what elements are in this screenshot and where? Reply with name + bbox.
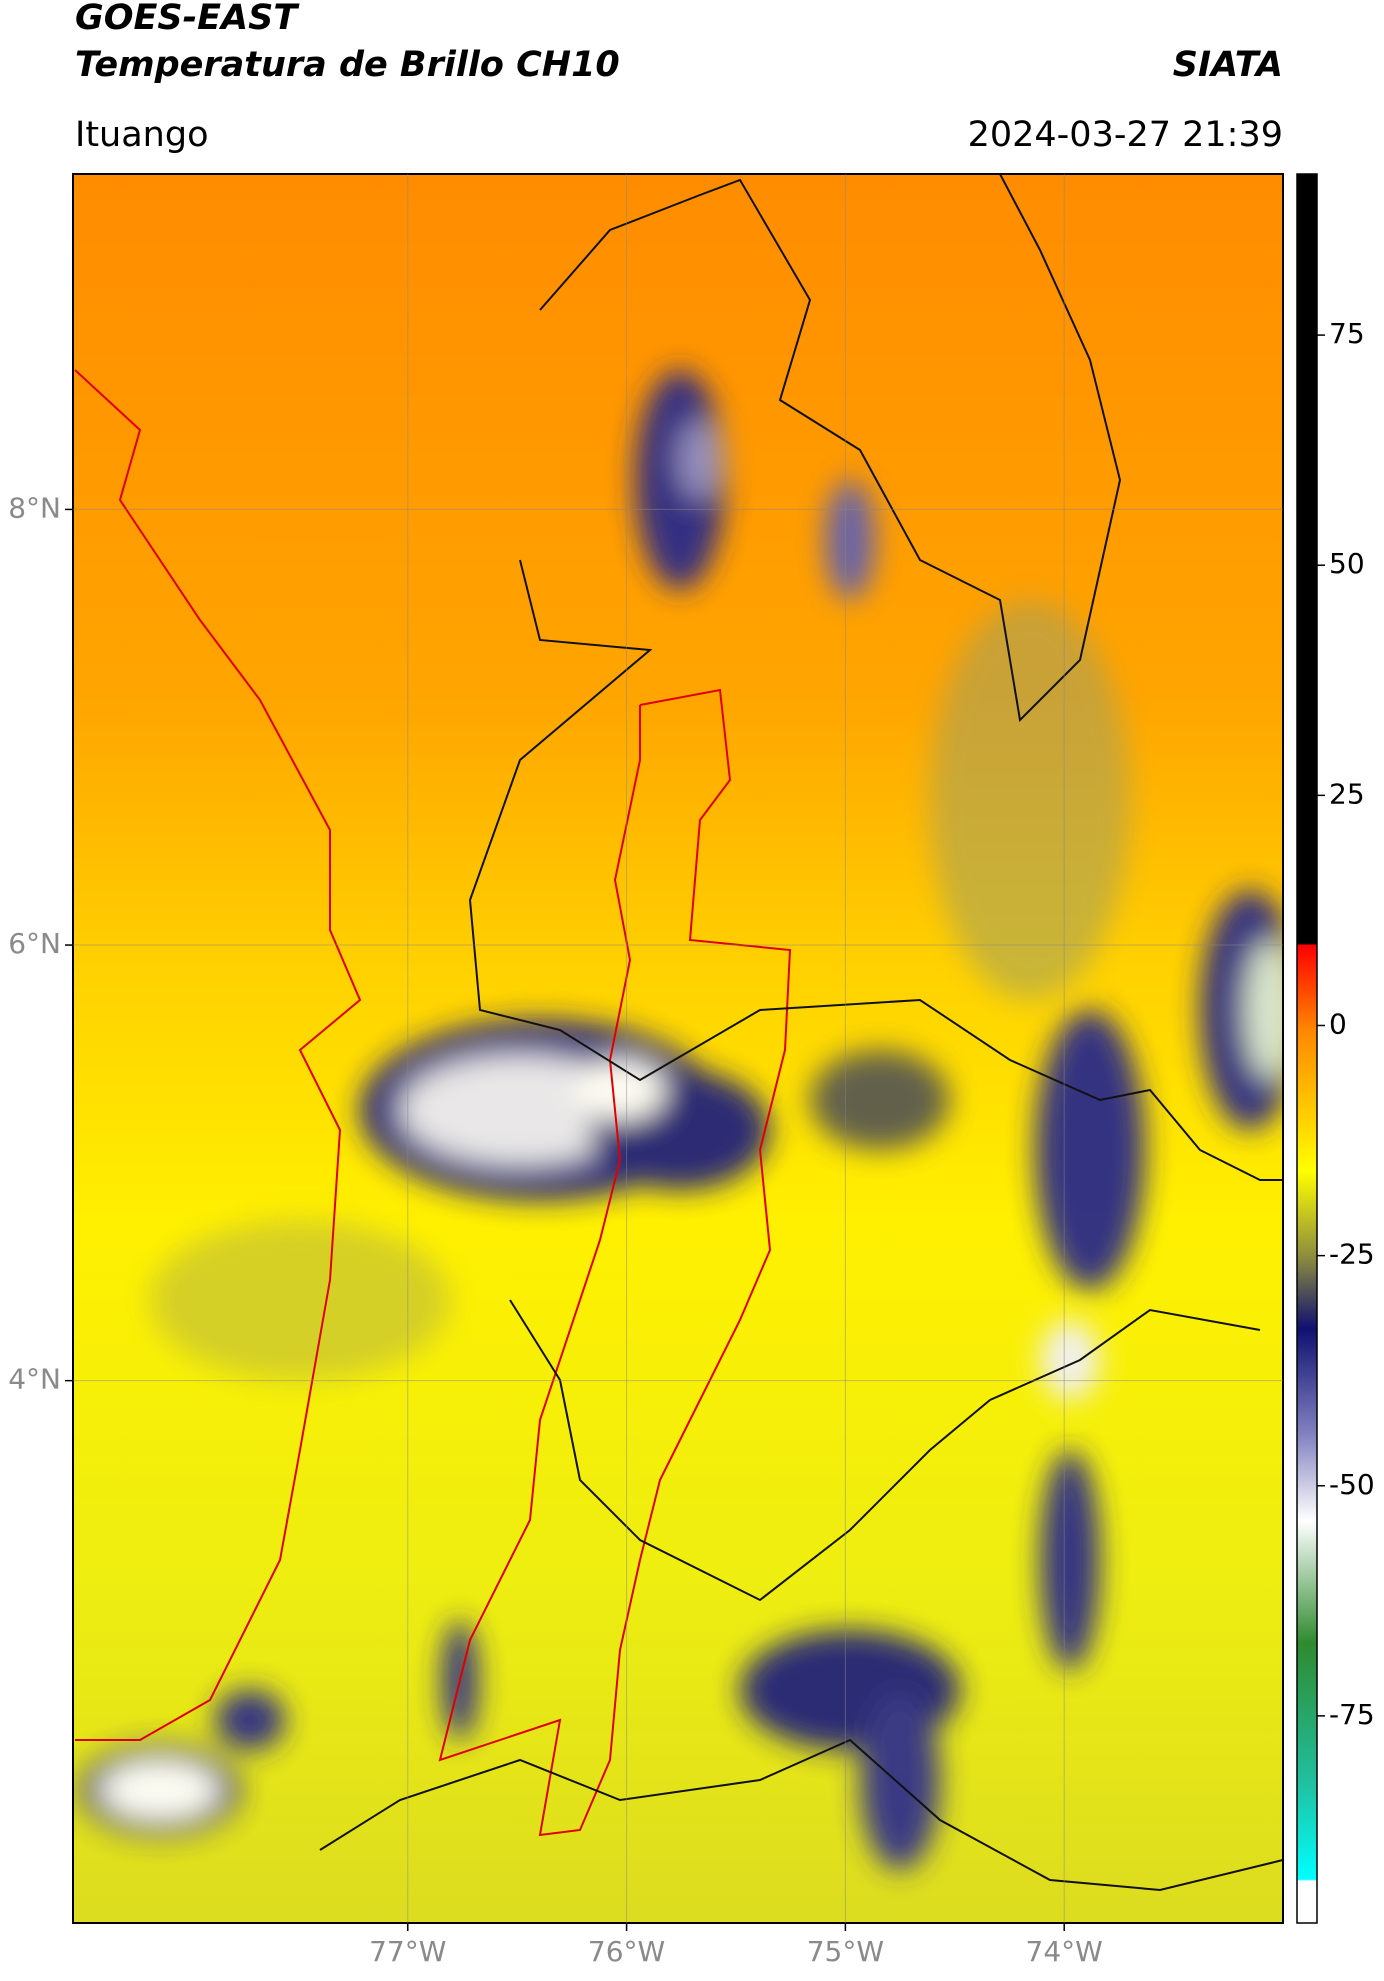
y-tick-label: 8°N (8, 491, 61, 524)
x-tick-label: 75°W (807, 1935, 884, 1968)
brand: SIATA (1173, 45, 1283, 85)
timestamp: 2024-03-27 21:39 (968, 115, 1283, 155)
y-tick-label: 6°N (8, 927, 61, 960)
y-tick-label: 4°N (8, 1363, 61, 1396)
x-tick-label: 76°W (588, 1935, 665, 1968)
colorbar-tick-label: 0 (1329, 1007, 1347, 1040)
colorbar-tick-label: -75 (1329, 1698, 1375, 1731)
colorbar (1296, 173, 1318, 1924)
location: Ituango (75, 115, 209, 155)
title: GOES-EAST (75, 0, 300, 38)
colorbar-tick-label: 50 (1329, 547, 1365, 580)
map-frame (72, 173, 1284, 1924)
colorbar-tick-label: -50 (1329, 1468, 1375, 1501)
x-tick-label: 77°W (369, 1935, 446, 1968)
colorbar-tick-label: -25 (1329, 1238, 1375, 1271)
map-image (73, 174, 1283, 1923)
x-tick-label: 74°W (1026, 1935, 1103, 1968)
subtitle: Temperatura de Brillo CH10 (75, 45, 620, 85)
colorbar-tick-label: 75 (1329, 317, 1365, 350)
colorbar-tick-label: 25 (1329, 777, 1365, 810)
